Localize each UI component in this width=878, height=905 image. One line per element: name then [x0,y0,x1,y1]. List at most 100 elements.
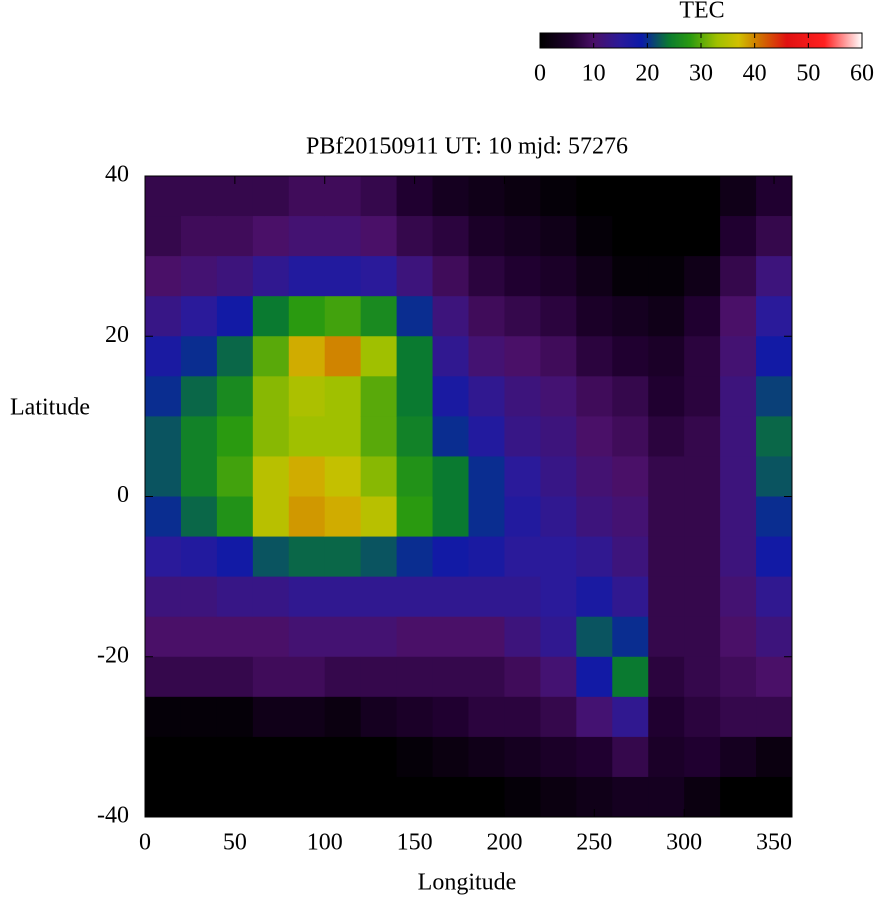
heatmap-cell [145,616,182,658]
heatmap-cell [288,376,326,417]
heatmap-cell [180,216,218,257]
heatmap-cell [612,656,649,698]
heatmap-cell [180,296,218,337]
heatmap-cell [252,456,290,497]
heatmap-cell [180,736,218,778]
heatmap-cell [720,456,757,497]
heatmap-cell [252,376,290,417]
y-tick-label: 20 [105,322,129,348]
heatmap-cell [756,256,793,297]
x-axis-label: Longitude [418,870,517,896]
heatmap-cell [252,336,290,377]
colorbar-tick-label: 10 [582,61,606,87]
heatmap-cell [648,336,685,377]
x-tick-label: 350 [756,830,792,856]
heatmap-cell [324,416,362,457]
heatmap-cell [252,696,290,738]
heatmap-cell [576,256,613,297]
heatmap-cell [684,616,721,658]
y-tick-label: -40 [97,803,129,829]
heatmap-cell [468,336,505,377]
y-tick-label: 40 [105,162,129,188]
heatmap-cell [145,176,182,217]
heatmap-cell [648,656,685,698]
heatmap-cell [720,296,757,337]
heatmap-cell [360,216,398,257]
heatmap-cell [612,696,649,738]
heatmap-cell [252,496,290,538]
colorbar-label: TEC [679,0,724,24]
heatmap-cell [180,456,218,497]
heatmap-cell [504,696,541,738]
colorbar-tick-label: 20 [635,61,659,87]
heatmap-cell [145,376,182,417]
x-tick-label: 250 [576,830,612,856]
heatmap-cell [720,656,757,698]
heatmap-cell [540,176,577,217]
heatmap-cell [324,256,362,297]
heatmap-cell [396,656,434,698]
heatmap-cell [576,216,613,257]
heatmap-cell [540,336,577,377]
heatmap-cell [324,736,362,778]
heatmap-cell [504,376,541,417]
heatmap-cell [504,656,541,698]
heatmap-cell [468,616,505,658]
heatmap-cell [145,256,182,297]
heatmap-cell [396,336,434,377]
heatmap-cell [180,776,218,818]
heatmap-cell [540,296,577,337]
heatmap-cell [684,736,721,778]
heatmap-cell [252,256,290,297]
heatmap-cell [612,256,649,297]
heatmap-cell [432,496,469,538]
heatmap-cell [540,536,577,578]
heatmap-cell [324,776,362,818]
heatmap-cell [216,696,254,738]
heatmap-cell [612,536,649,578]
heatmap-cell [360,536,398,578]
heatmap-cell [648,296,685,337]
heatmap-cell [504,176,541,217]
heatmap-cell [648,416,685,457]
heatmap-cell [756,336,793,377]
heatmap-cell [756,376,793,417]
heatmap-cell [360,736,398,778]
heatmap-cell [540,256,577,297]
heatmap-cell [612,416,649,457]
heatmap-cell [216,496,254,538]
heatmap-cell [684,456,721,497]
x-tick-label: 50 [223,830,247,856]
heatmap-cell [576,736,613,778]
heatmap-cell [756,536,793,578]
heatmap-cell [324,496,362,538]
heatmap-cell [504,456,541,497]
heatmap-cell [756,296,793,337]
heatmap-cell [468,496,505,538]
heatmap-cell [252,536,290,578]
heatmap-cell [612,296,649,337]
heatmap-cell [432,376,469,417]
heatmap-cell [756,456,793,497]
heatmap-cell [720,616,757,658]
heatmap-cell [468,416,505,457]
heatmap-cell [684,776,721,818]
heatmap-cell [612,336,649,377]
heatmap-cell [360,256,398,297]
heatmap-cell [720,176,757,217]
heatmap-cell [288,776,326,818]
heatmap-cell [468,536,505,578]
colorbar-tick-label: 50 [796,61,820,87]
heatmap-cell [684,376,721,417]
heatmap-cell [360,696,398,738]
heatmap-cell [145,776,182,818]
heatmap-cell [324,656,362,698]
x-tick-label: 300 [666,830,702,856]
heatmap-cell [252,296,290,337]
heatmap-cell [540,216,577,257]
heatmap-cell [216,256,254,297]
heatmap-cell [288,576,326,618]
heatmap-cell [504,256,541,297]
heatmap-cell [252,656,290,698]
